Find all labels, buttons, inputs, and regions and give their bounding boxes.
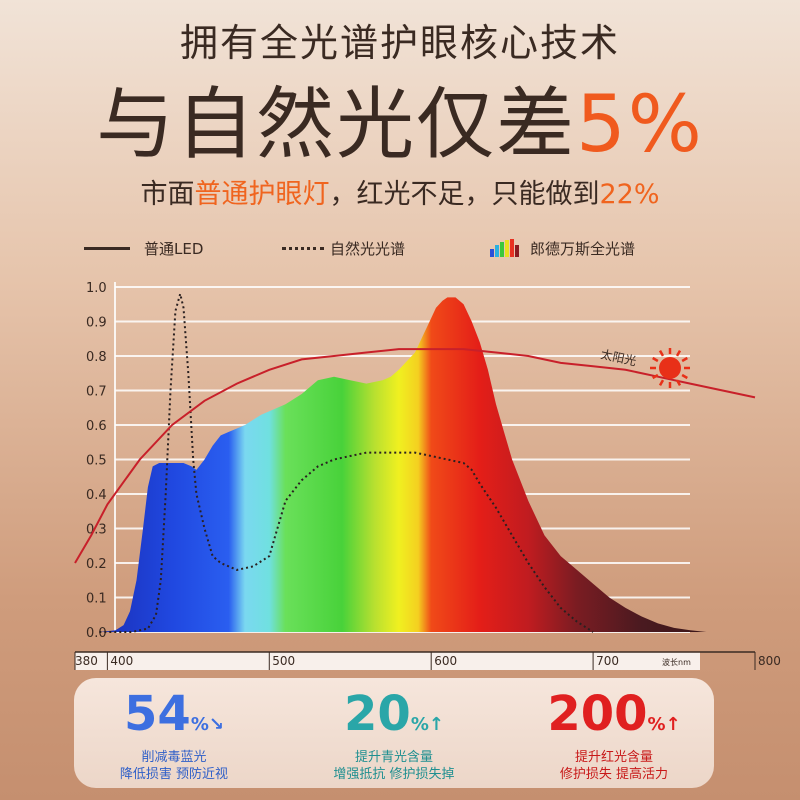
y-tick-label: 1.0	[86, 281, 107, 296]
sun-icon	[659, 357, 681, 379]
stat-blue-light: 54%↘ 削减毒蓝光 降低损害 预防近视	[74, 678, 274, 788]
headline-main: 与自然光仅差5%	[0, 62, 800, 174]
headline-tech: 拥有全光谱护眼核心技术	[179, 21, 620, 65]
y-tick-label: 0.7	[86, 385, 107, 400]
headline-sub-highlight1: 普通护眼灯	[194, 179, 330, 210]
stat-cyan-line1: 提升青光含量	[354, 750, 433, 765]
y-tick-label: 0.0	[86, 626, 107, 641]
x-tick-label: 700	[596, 654, 619, 668]
headline-main-percent: 5%	[576, 80, 704, 170]
y-tick-label: 0.8	[86, 350, 107, 365]
x-axis-bar	[75, 652, 700, 670]
stat-red-unit: %	[647, 714, 666, 735]
stat-blue-number: 54	[124, 686, 191, 742]
y-tick-label: 0.5	[86, 454, 107, 469]
stat-blue-line2: 降低损害 预防近视	[119, 767, 229, 782]
stat-cyan-line2: 增强抵抗 修护损失掉	[333, 767, 455, 782]
legend-item-natural: 自然光光谱	[282, 234, 405, 262]
stat-blue-unit: %	[190, 714, 209, 735]
stats-panel: 54%↘ 削减毒蓝光 降低损害 预防近视 20%↑ 提升青光含量 增强抵抗 修护…	[74, 678, 714, 788]
legend-item-full: 郎德万斯全光谱	[490, 234, 635, 262]
sun-ray	[658, 379, 665, 386]
x-tick-label: 800	[758, 654, 781, 668]
y-tick-label: 0.1	[86, 592, 107, 607]
sun-ray	[658, 350, 665, 357]
legend-label-full: 郎德万斯全光谱	[530, 239, 636, 258]
headline-sub-highlight2: 22%	[599, 179, 660, 210]
sun-ray	[675, 379, 682, 386]
stat-blue-value: 54%↘	[74, 686, 274, 742]
arrow-up-icon: ↑	[665, 714, 681, 735]
sun-ray	[652, 356, 659, 363]
stat-cyan-number: 20	[344, 686, 411, 742]
sun-ray	[681, 356, 688, 363]
y-tick-label: 0.9	[86, 316, 107, 331]
legend-label-led: 普通LED	[144, 239, 204, 258]
stat-red-number: 200	[547, 686, 648, 742]
x-tick-label: 380	[75, 654, 98, 668]
legend-item-led: 普通LED	[84, 234, 203, 262]
arrow-up-icon: ↑	[428, 714, 444, 735]
stat-red-value: 200%↑	[514, 686, 714, 742]
x-tick-label: 600	[434, 654, 457, 668]
sun-ray	[681, 373, 688, 380]
spectrum-bars-icon	[490, 239, 520, 257]
x-tick-label: 400	[110, 654, 133, 668]
stat-red-line2: 修护损失 提高活力	[559, 767, 669, 782]
stat-red-line1: 提升红光含量	[574, 750, 653, 765]
y-tick-label: 0.4	[86, 488, 107, 503]
sun-ray	[675, 350, 682, 357]
chart-legend: 普通LED 自然光光谱 郎德万斯全光谱	[0, 234, 800, 262]
y-tick-label: 0.2	[86, 557, 107, 572]
headline-sub: 市面普通护眼灯，红光不足，只能做到22%	[0, 172, 800, 211]
annotation-sunlight: 太阳光	[599, 346, 637, 368]
stat-cyan-unit: %	[410, 714, 429, 735]
arrow-down-right-icon: ↘	[208, 714, 224, 735]
stat-cyan-light: 20%↑ 提升青光含量 增强抵抗 修护损失掉	[294, 678, 494, 788]
sun-ray	[652, 373, 659, 380]
headline-sub-part1: 市面	[140, 179, 195, 210]
y-tick-label: 0.6	[86, 419, 107, 434]
series-natural-dotted-line	[99, 289, 594, 633]
x-axis-unit: 波长nm	[662, 657, 691, 667]
legend-dotted-line-icon	[282, 246, 324, 250]
legend-solid-line-icon	[84, 246, 130, 250]
stat-red-light: 200%↑ 提升红光含量 修护损失 提高活力	[514, 678, 714, 788]
stat-cyan-value: 20%↑	[294, 686, 494, 742]
headline-sub-part2: ，红光不足，只能做到	[329, 179, 600, 210]
legend-label-natural: 自然光光谱	[330, 239, 406, 258]
headline-main-text: 与自然光仅差	[96, 80, 577, 170]
series-sunlight-line	[74, 348, 756, 564]
series-full-spectrum-area	[99, 297, 707, 632]
x-tick-label: 500	[272, 654, 295, 668]
stat-blue-line1: 削减毒蓝光	[141, 750, 207, 765]
